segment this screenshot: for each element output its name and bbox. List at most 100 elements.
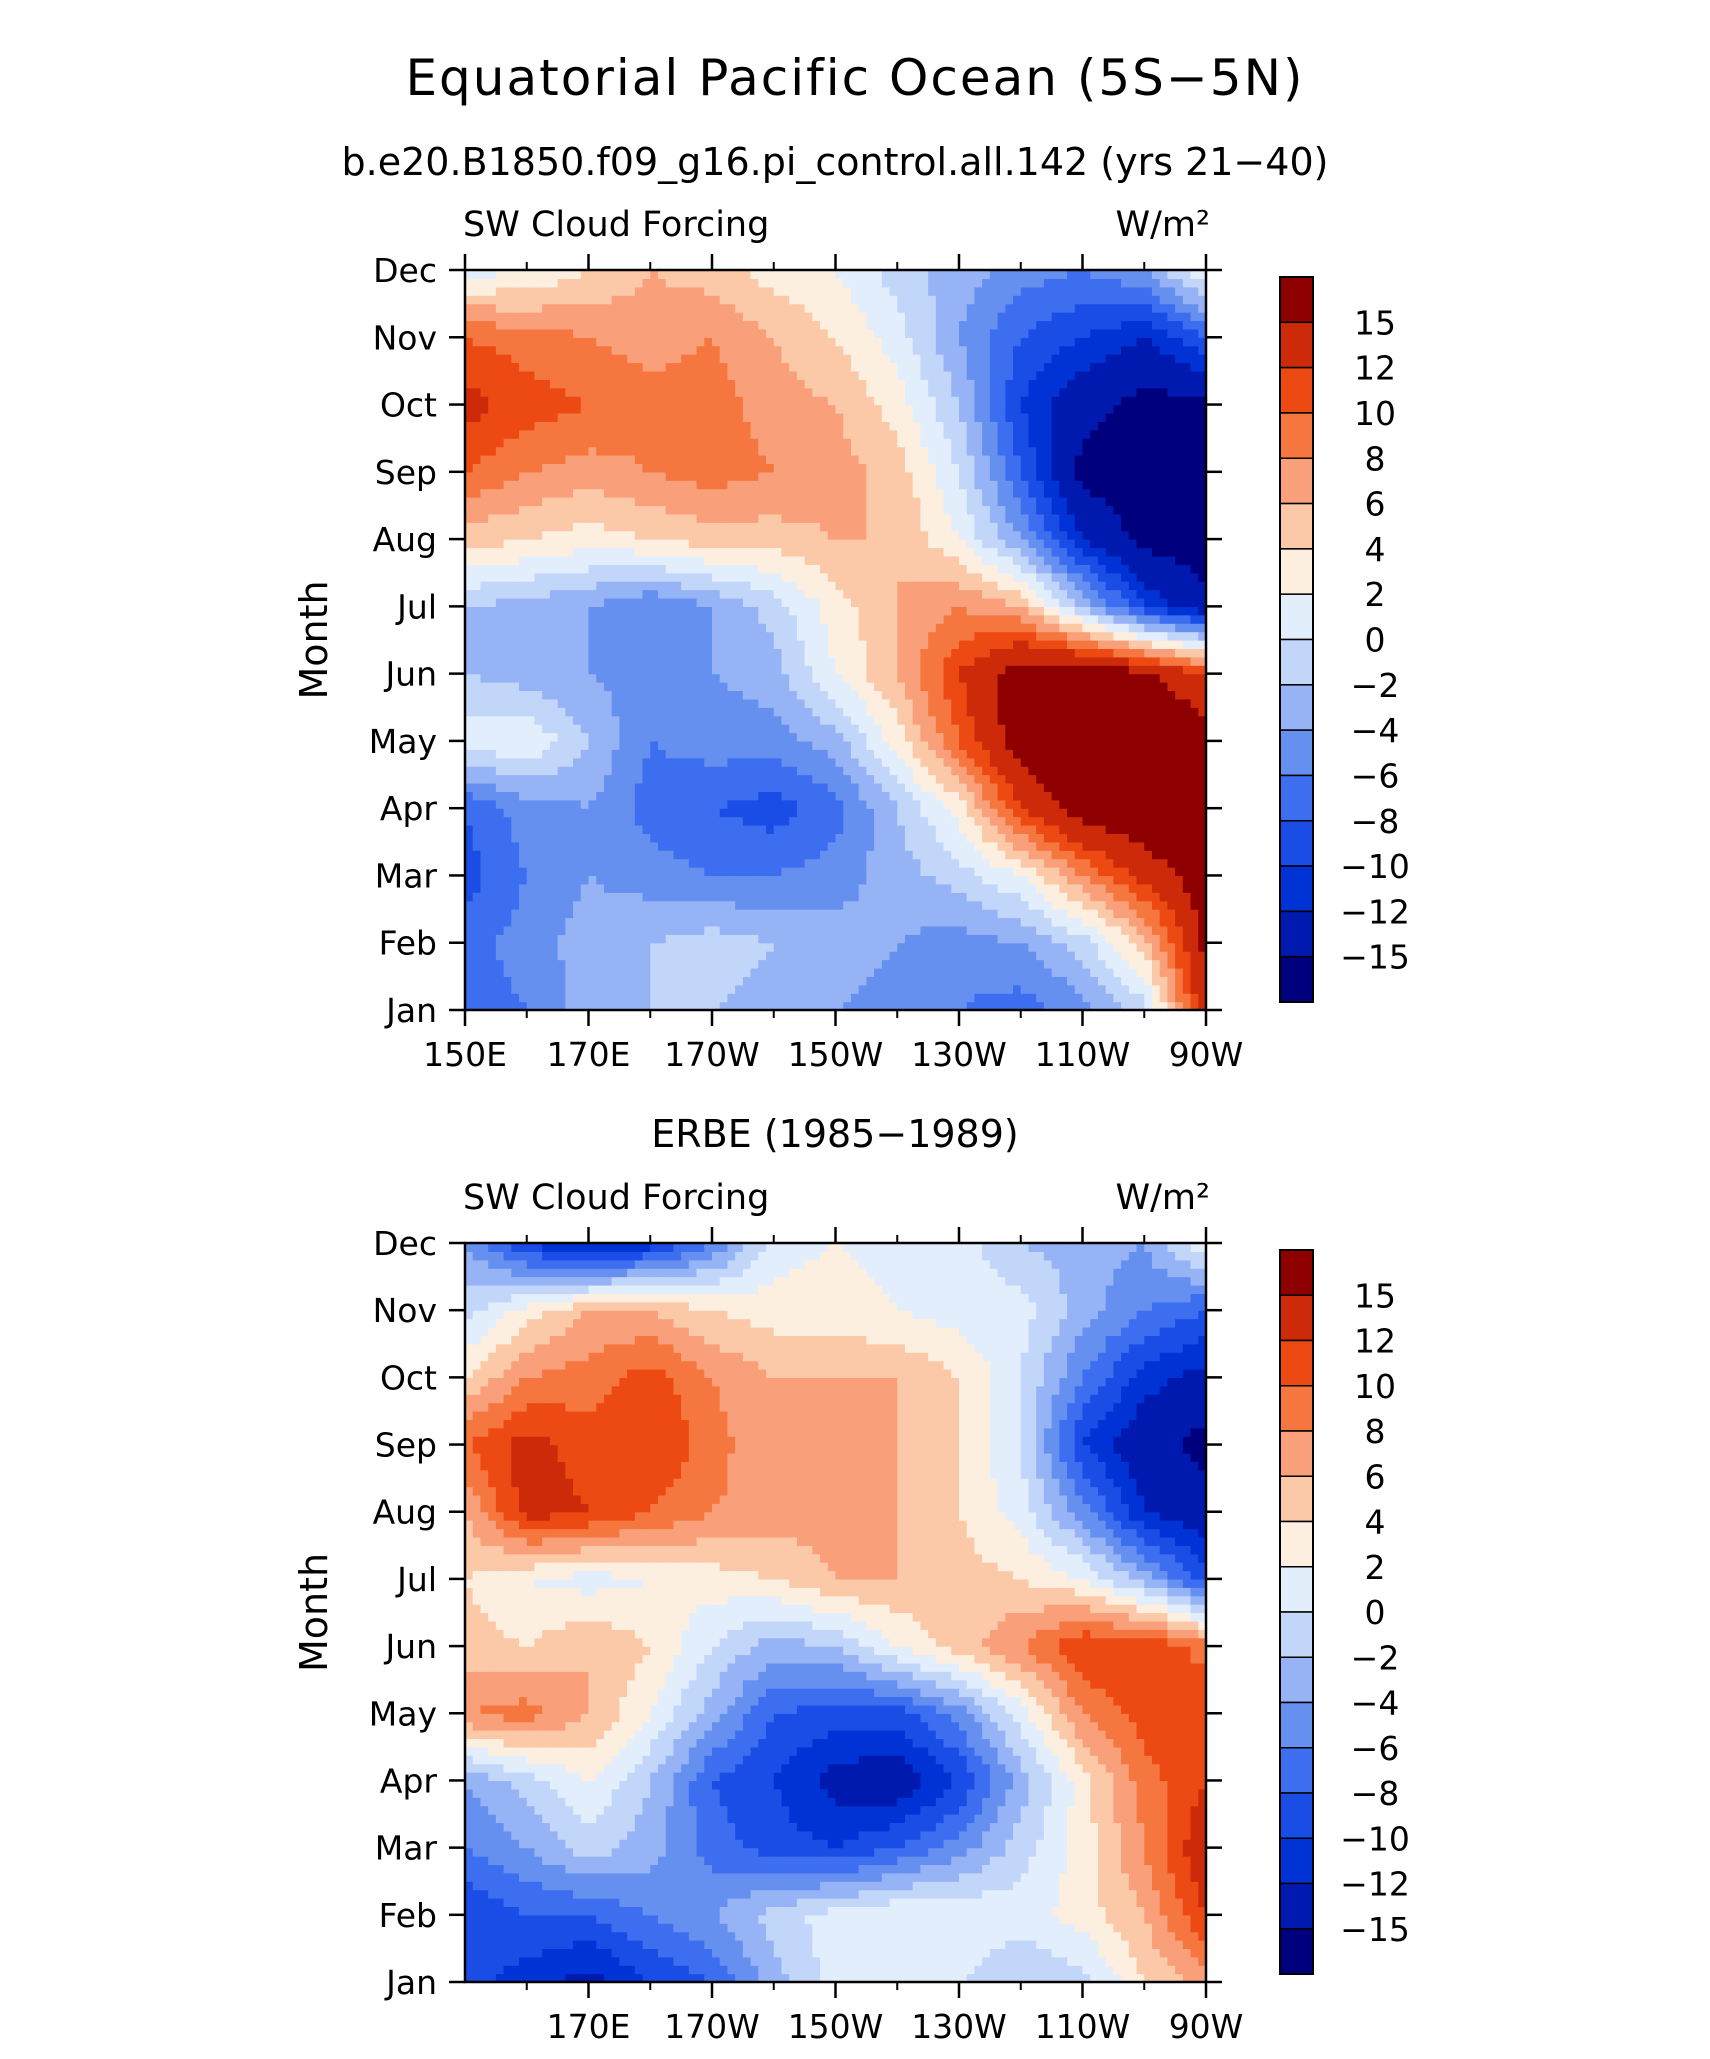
heatmap-cell bbox=[796, 951, 806, 961]
heatmap-cell bbox=[928, 614, 937, 624]
heatmap-cell bbox=[1121, 959, 1130, 969]
heatmap-cell bbox=[619, 892, 628, 902]
heatmap-cell bbox=[1198, 656, 1206, 666]
heatmap-cell bbox=[704, 816, 713, 826]
heatmap-cell bbox=[1144, 934, 1153, 944]
heatmap-cell bbox=[596, 925, 605, 935]
heatmap-cell bbox=[1090, 917, 1099, 927]
heatmap-cell bbox=[959, 640, 968, 650]
heatmap-cell bbox=[1020, 808, 1030, 818]
heatmap-cell bbox=[1090, 774, 1099, 784]
heatmap-cell bbox=[557, 959, 566, 969]
heatmap-cell bbox=[1013, 867, 1022, 877]
heatmap-cell bbox=[488, 740, 497, 750]
heatmap-cell bbox=[596, 749, 605, 759]
heatmap-cell bbox=[696, 740, 705, 750]
heatmap-cell bbox=[889, 925, 898, 935]
heatmap-cell bbox=[1020, 934, 1030, 944]
heatmap-cell bbox=[534, 984, 543, 994]
heatmap-cell bbox=[681, 799, 690, 809]
heatmap-cell bbox=[719, 555, 729, 565]
heatmap-cell bbox=[503, 564, 512, 574]
heatmap-cell bbox=[542, 665, 551, 675]
heatmap-cell bbox=[766, 917, 775, 927]
heatmap-cell bbox=[681, 640, 690, 650]
heatmap-cell bbox=[835, 875, 844, 885]
heatmap-cell bbox=[758, 665, 767, 675]
heatmap-cell bbox=[827, 597, 837, 607]
heatmap-cell bbox=[1159, 614, 1169, 624]
heatmap-cell bbox=[650, 1001, 659, 1010]
heatmap-cell bbox=[881, 698, 891, 708]
heatmap-cell bbox=[920, 623, 929, 633]
heatmap-cell bbox=[611, 665, 620, 675]
heatmap-cell bbox=[688, 841, 698, 851]
heatmap-cell bbox=[573, 656, 582, 666]
heatmap-cell bbox=[1028, 993, 1037, 1003]
heatmap-cell bbox=[781, 774, 790, 784]
heatmap-cell bbox=[935, 875, 945, 885]
heatmap-cell bbox=[681, 917, 690, 927]
heatmap-cell bbox=[881, 875, 891, 885]
heatmap-cell bbox=[526, 732, 536, 742]
heatmap-cell bbox=[889, 673, 898, 683]
heatmap-cell bbox=[796, 648, 806, 658]
heatmap-cell bbox=[781, 825, 790, 835]
heatmap-cell bbox=[704, 1001, 713, 1010]
heatmap-cell bbox=[820, 791, 829, 801]
heatmap-cell bbox=[959, 942, 968, 952]
heatmap-cell bbox=[997, 892, 1006, 902]
heatmap-cell bbox=[812, 757, 821, 767]
heatmap-cell bbox=[480, 614, 489, 624]
heatmap-cell bbox=[495, 555, 505, 565]
heatmap-cell bbox=[627, 858, 636, 868]
heatmap-cell bbox=[1028, 749, 1037, 759]
heatmap-cell bbox=[1182, 715, 1192, 725]
heatmap-cell bbox=[704, 740, 713, 750]
heatmap-cell bbox=[534, 572, 543, 582]
heatmap-cell bbox=[549, 917, 559, 927]
heatmap-cell bbox=[727, 740, 736, 750]
heatmap-cell bbox=[796, 724, 806, 734]
heatmap-cell bbox=[1159, 766, 1169, 776]
heatmap-cell bbox=[943, 715, 952, 725]
heatmap-cell bbox=[503, 825, 512, 835]
heatmap-cell bbox=[1043, 606, 1053, 616]
heatmap-cell bbox=[812, 984, 821, 994]
heatmap-cell bbox=[1182, 917, 1192, 927]
heatmap-cell bbox=[696, 791, 705, 801]
heatmap-cell bbox=[603, 715, 613, 725]
heatmap-cell bbox=[766, 791, 775, 801]
heatmap-cell bbox=[1136, 799, 1145, 809]
heatmap-cell bbox=[789, 892, 798, 902]
heatmap-cell bbox=[735, 631, 744, 641]
heatmap-cell bbox=[619, 967, 628, 977]
heatmap-cell bbox=[827, 564, 837, 574]
heatmap-cell bbox=[611, 993, 620, 1003]
heatmap-cell bbox=[874, 665, 883, 675]
heatmap-cell bbox=[542, 875, 551, 885]
heatmap-cell bbox=[951, 1001, 960, 1010]
heatmap-cell bbox=[1128, 841, 1138, 851]
heatmap-cell bbox=[820, 547, 829, 557]
heatmap-cell bbox=[997, 816, 1006, 826]
heatmap-cell bbox=[989, 808, 999, 818]
heatmap-cell bbox=[488, 631, 497, 641]
heatmap-cell bbox=[704, 791, 713, 801]
heatmap-cell bbox=[866, 883, 875, 893]
heatmap-cell bbox=[596, 572, 605, 582]
heatmap-cell bbox=[1097, 715, 1107, 725]
heatmap-cell bbox=[1105, 656, 1114, 666]
heatmap-cell bbox=[596, 690, 605, 700]
heatmap-cell bbox=[565, 942, 574, 952]
heatmap-cell bbox=[1113, 715, 1122, 725]
heatmap-cell bbox=[503, 740, 512, 750]
heatmap-cell bbox=[681, 959, 690, 969]
heatmap-cell bbox=[1074, 799, 1084, 809]
heatmap-cell bbox=[1005, 791, 1014, 801]
heatmap-cell bbox=[519, 614, 528, 624]
heatmap-cell bbox=[650, 967, 659, 977]
heatmap-cell bbox=[1036, 682, 1045, 692]
heatmap-cell bbox=[904, 782, 914, 792]
heatmap-cell bbox=[526, 589, 536, 599]
